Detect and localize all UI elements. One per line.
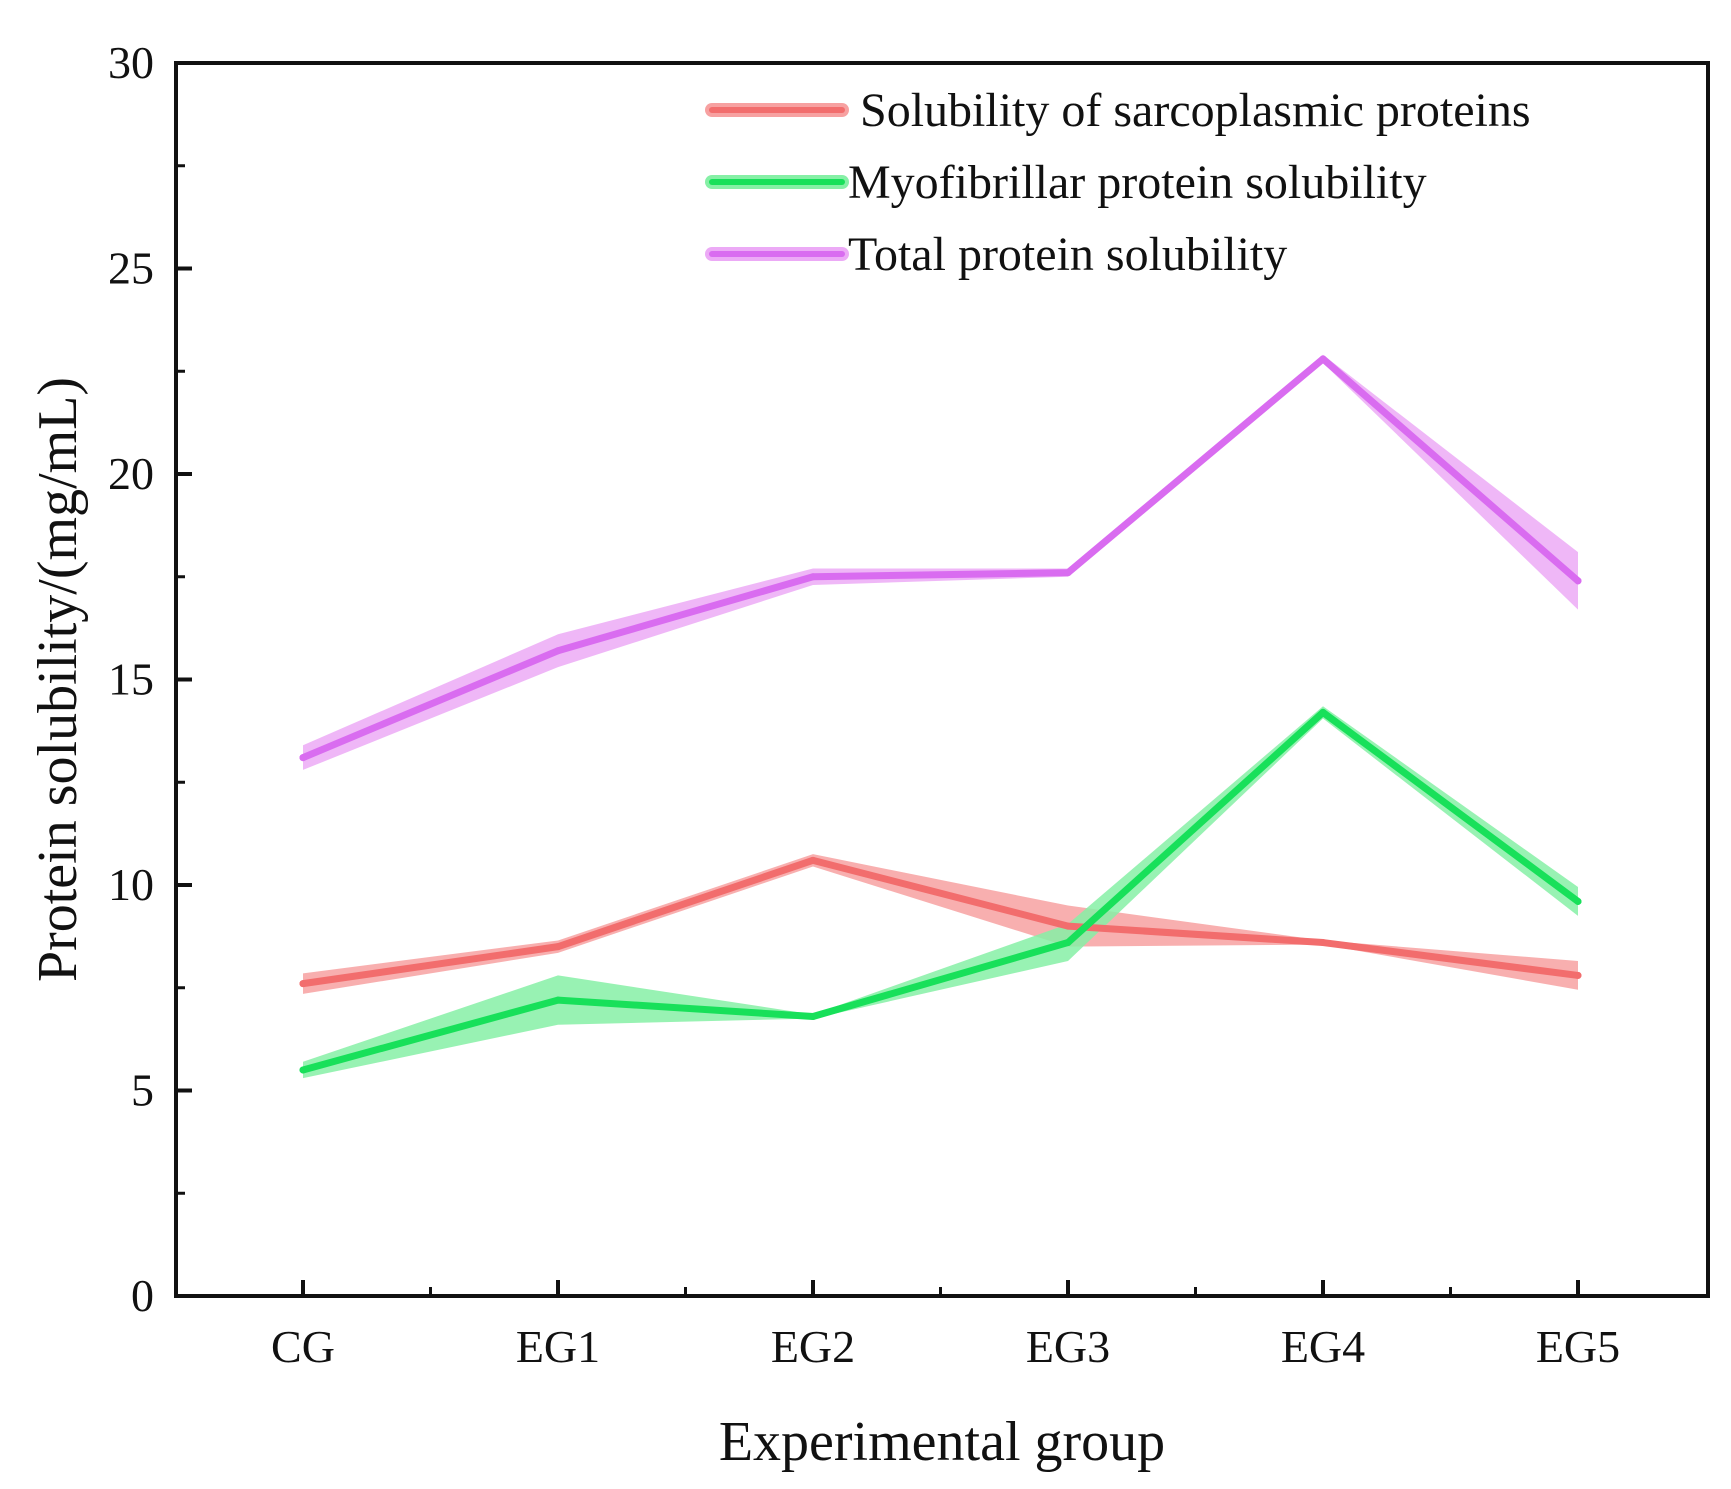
y-tick-label: 10 [108,859,154,910]
y-tick-label: 15 [108,654,154,705]
series-line-2 [299,708,1582,1074]
data-point-series-2-eg5 [1574,897,1582,905]
data-point-series-3-cg [299,754,307,762]
data-point-series-2-eg4 [1319,708,1327,716]
y-tick-label: 30 [108,37,154,88]
data-point-series-3-eg2 [809,573,817,581]
series-lines [299,355,1582,1074]
legend-label-1: Solubility of sarcoplasmic proteins [860,84,1531,137]
data-point-series-3-eg1 [554,647,562,655]
y-tick-label: 0 [131,1270,154,1321]
x-tick-label-eg1: EG1 [516,1321,600,1372]
data-point-series-2-eg2 [809,1013,817,1021]
series-line-3 [299,355,1582,762]
data-point-series-1-eg5 [1574,971,1582,979]
data-point-series-3-eg4 [1319,355,1327,363]
error-bands [303,354,1578,1079]
error-band-series-2 [303,706,1578,1079]
data-point-series-1-eg3 [1064,922,1072,930]
data-point-series-1-eg2 [809,856,817,864]
y-tick-label: 5 [131,1065,154,1116]
y-tick-label: 25 [108,243,154,294]
x-axis-title: Experimental group [719,1411,1165,1473]
series-line-1 [299,856,1582,988]
y-axis-ticks: 0 5 10 15 20 25 30 [108,37,192,1321]
data-point-series-2-cg [299,1066,307,1074]
data-point-series-1-eg1 [554,943,562,951]
data-point-series-2-eg1 [554,996,562,1004]
data-point-series-3-eg5 [1574,577,1582,585]
legend: Solubility of sarcoplasmic proteins Myofi… [705,84,1531,281]
legend-label-3: Total protein solubility [848,228,1287,281]
data-point-series-1-cg [299,980,307,988]
x-tick-label-eg3: EG3 [1026,1321,1110,1372]
data-point-series-3-eg3 [1064,569,1072,577]
data-point-series-2-eg3 [1064,939,1072,947]
legend-label-2: Myofibrillar protein solubility [848,156,1427,209]
error-band-series-1 [303,854,1578,994]
x-tick-label-eg5: EG5 [1536,1321,1620,1372]
data-point-series-1-eg4 [1319,939,1327,947]
y-tick-label: 20 [108,448,154,499]
x-axis-ticks: CG EG1 EG2 EG3 EG4 EG5 [271,1280,1620,1372]
x-tick-label-eg4: EG4 [1281,1321,1365,1372]
x-tick-label-eg2: EG2 [771,1321,855,1372]
y-axis-title: Protein solubility/(mg/mL) [27,377,89,982]
x-tick-label-cg: CG [271,1321,335,1372]
